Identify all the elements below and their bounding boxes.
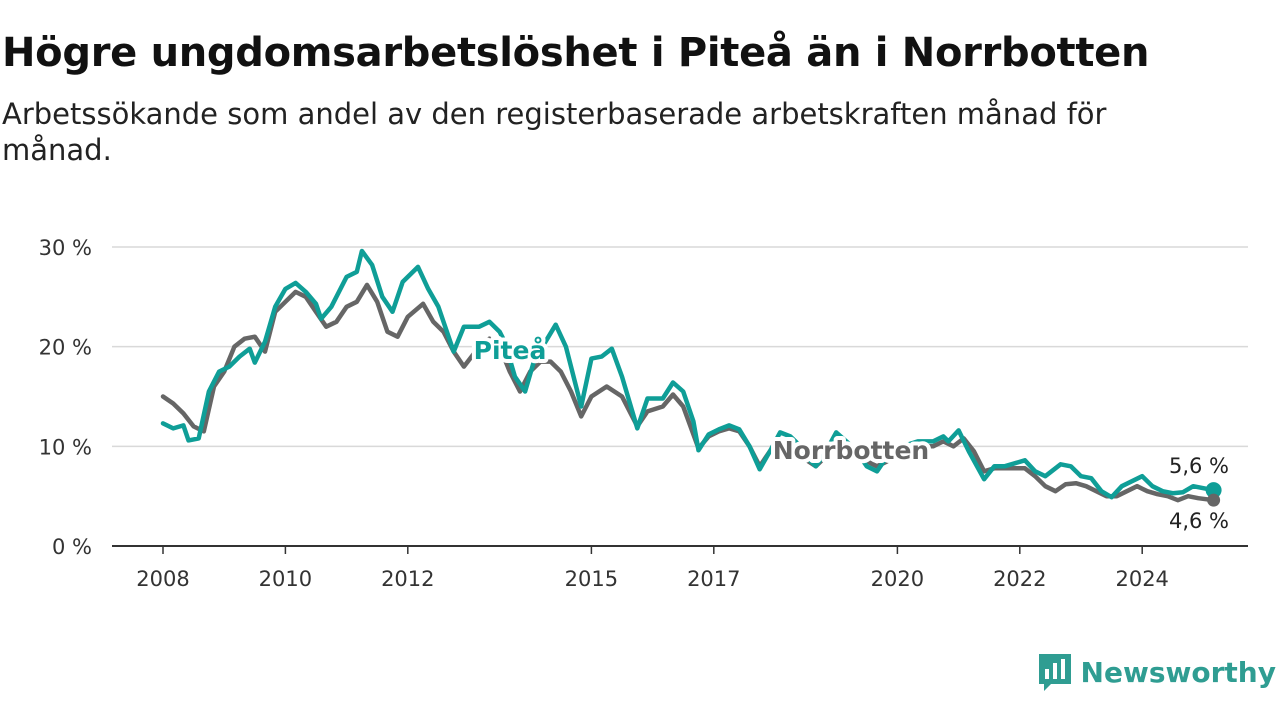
y-axis-ticks: 0 % 10 % 20 % 30 %: [39, 236, 92, 559]
x-tick-label: 2015: [565, 567, 618, 591]
y-tick-label: 20 %: [39, 336, 92, 360]
gridlines: [112, 246, 1248, 448]
end-value-label: 5,6 %: [1169, 454, 1229, 478]
series-line-pitea: [160, 248, 1216, 500]
x-tick-label: 2024: [1115, 567, 1168, 591]
x-tick-label: 2020: [871, 567, 924, 591]
x-axis: 2008 2010 2012 2015 2017 2020 2022 2024: [112, 545, 1248, 591]
x-tick-label: 2008: [136, 567, 189, 591]
x-tick-label: 2017: [687, 567, 740, 591]
series-label-norrbotten-text: Norrbotten: [773, 436, 929, 465]
newsworthy-icon: [1038, 654, 1071, 691]
chart-title: Högre ungdomsarbetslöshet i Piteå än i N…: [2, 30, 1150, 76]
end-point-pitea: [1205, 482, 1222, 499]
y-tick-label: 30 %: [39, 236, 92, 260]
y-tick-label: 0 %: [52, 535, 92, 559]
chart-subtitle: Arbetssökande som andel av den registerb…: [2, 97, 1107, 167]
brand-name: Newsworthy: [1080, 655, 1276, 689]
series-label-norrbotten-halo: Norrbotten: [773, 436, 929, 465]
series-label-pitea-text: Piteå: [474, 336, 547, 365]
x-tick-label: 2012: [381, 567, 434, 591]
x-tick-label: 2022: [993, 567, 1046, 591]
end-value-label: 4,6 %: [1169, 509, 1229, 533]
series-label-pitea-halo: Piteå: [474, 336, 547, 365]
series-lines: [160, 248, 1222, 507]
y-tick-label: 10 %: [39, 435, 92, 459]
newsworthy-logo: Newsworthy: [1037, 652, 1276, 692]
end-point-norrbotten: [1207, 493, 1221, 507]
series-line-norrbotten: [160, 282, 1216, 503]
x-tick-label: 2010: [259, 567, 312, 591]
